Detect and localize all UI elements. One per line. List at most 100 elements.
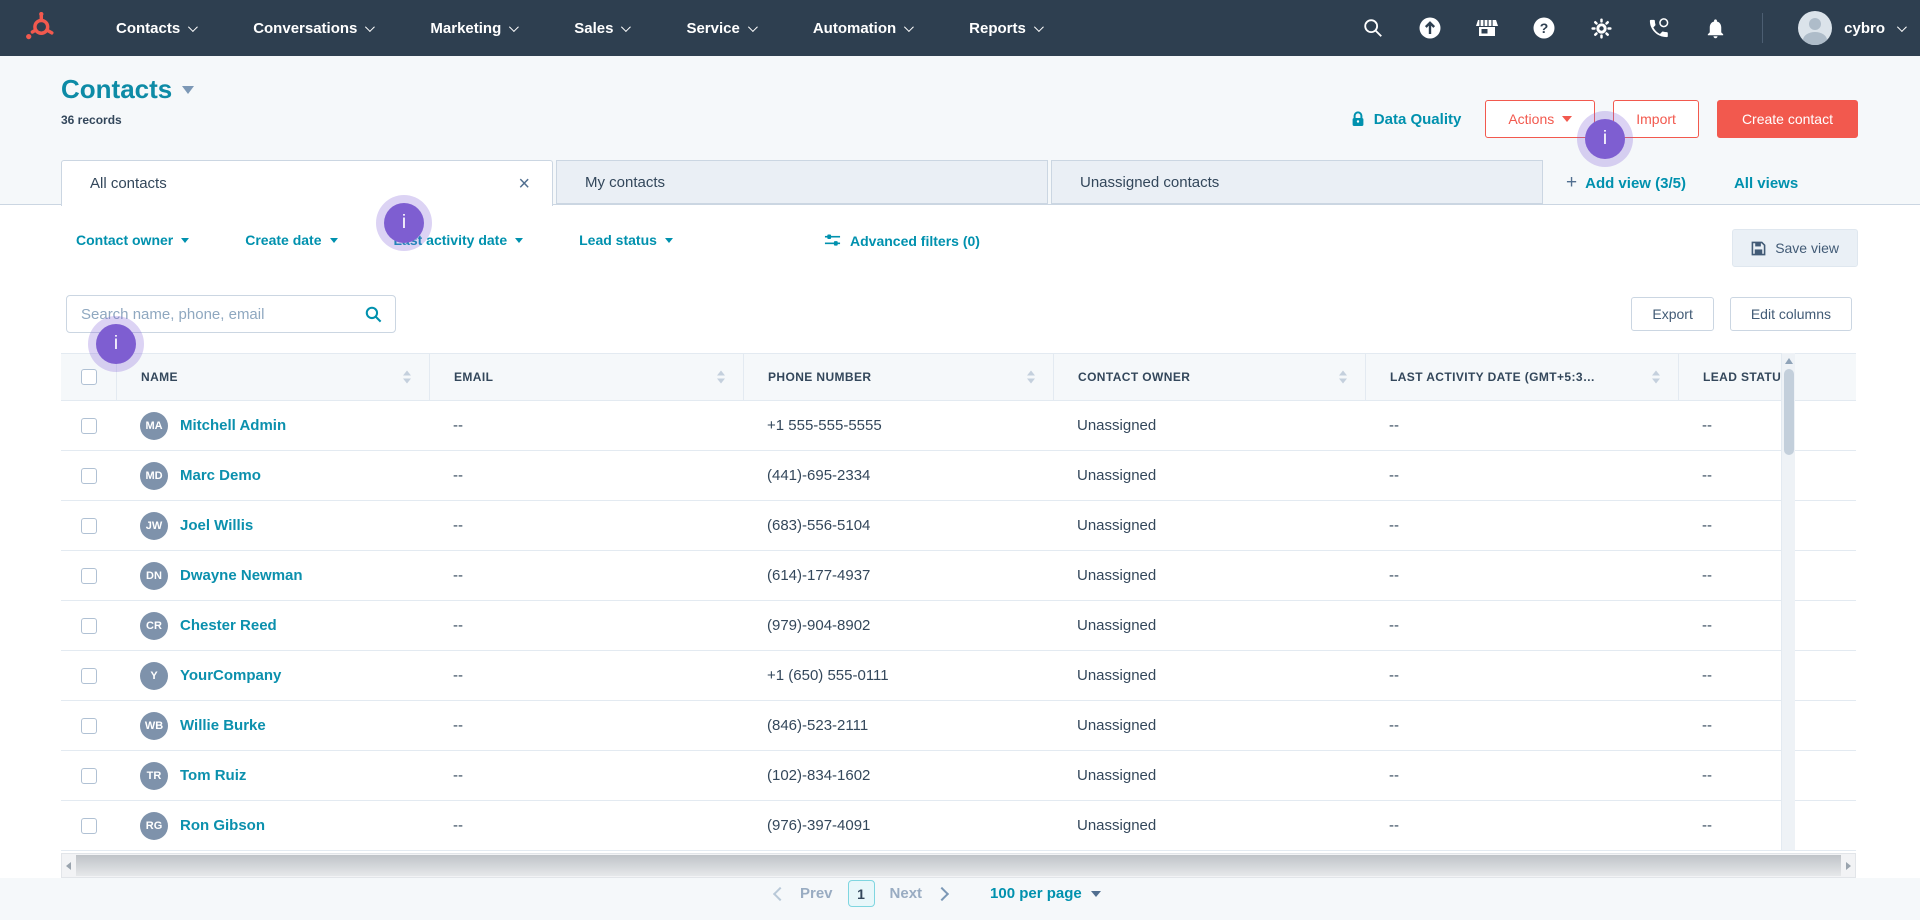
view-tab[interactable]: Unassigned contacts (1051, 160, 1543, 204)
contact-name-link[interactable]: Dwayne Newman (180, 567, 303, 584)
select-all-checkbox[interactable] (80, 369, 97, 385)
vertical-scroll-thumb[interactable] (1784, 369, 1794, 455)
contact-name-link[interactable]: Marc Demo (180, 467, 261, 484)
view-tab[interactable]: All contacts × (61, 160, 553, 206)
import-button[interactable]: Import (1613, 100, 1699, 138)
page-title: Contacts (61, 74, 173, 104)
row-checkbox[interactable] (80, 517, 97, 534)
column-header[interactable]: LEAD STATUS (1678, 354, 1856, 400)
svg-text:?: ? (1540, 20, 1549, 36)
contact-avatar: CR (140, 611, 168, 640)
scroll-right-icon[interactable] (1846, 862, 1851, 870)
calls-icon[interactable] (1646, 16, 1670, 40)
contact-name-link[interactable]: Willie Burke (180, 717, 266, 734)
sort-arrows-icon[interactable] (1339, 370, 1347, 384)
create-contact-button[interactable]: Create contact (1716, 100, 1858, 138)
sort-arrows-icon[interactable] (717, 370, 725, 384)
vertical-scrollbar[interactable] (1781, 353, 1795, 850)
lead-status-cell: -- (1702, 567, 1712, 584)
table-row: MA Mitchell Admin -- +1 555-555-5555 Una… (61, 401, 1856, 451)
row-checkbox[interactable] (80, 417, 97, 434)
search-input[interactable] (81, 305, 364, 323)
table-row: RG Ron Gibson -- (976)-397-4091 Unassign… (61, 801, 1856, 851)
contact-avatar: DN (140, 561, 168, 590)
close-icon[interactable]: × (518, 172, 530, 195)
help-icon[interactable]: ? (1532, 16, 1556, 40)
email-cell: -- (453, 517, 463, 534)
account-menu[interactable]: cybro (1798, 11, 1907, 45)
table-row: WB Willie Burke -- (846)-523-2111 Unassi… (61, 701, 1856, 751)
column-header[interactable]: EMAIL (429, 354, 743, 400)
advanced-filters-button[interactable]: Advanced filters (0) (824, 232, 980, 249)
scroll-left-icon[interactable] (66, 862, 71, 870)
notifications-icon[interactable] (1703, 16, 1727, 40)
row-checkbox[interactable] (80, 767, 97, 784)
contact-name-link[interactable]: YourCompany (180, 667, 282, 684)
save-icon (1751, 241, 1766, 255)
view-tab[interactable]: My contacts (556, 160, 1048, 204)
search-icon[interactable] (1361, 16, 1385, 40)
edit-columns-button[interactable]: Edit columns (1729, 297, 1852, 331)
chevron-down-icon (181, 237, 190, 243)
hubspot-logo-icon[interactable] (22, 11, 56, 45)
column-header[interactable]: CONTACT OWNER (1053, 354, 1365, 400)
row-checkbox[interactable] (80, 567, 97, 584)
nav-menu-item[interactable]: Conversations (253, 20, 376, 37)
data-quality-link[interactable]: Data Quality (1350, 111, 1461, 128)
row-checkbox[interactable] (80, 717, 97, 734)
per-page-selector[interactable]: 100 per page (990, 885, 1101, 902)
page-number[interactable]: 1 (847, 880, 875, 907)
prev-page-icon[interactable] (772, 886, 788, 901)
nav-menu-item[interactable]: Marketing (430, 20, 520, 37)
row-select-cell (61, 617, 116, 634)
contact-name-link[interactable]: Ron Gibson (180, 817, 265, 834)
nav-menu-item[interactable]: Service (686, 20, 758, 37)
upgrade-icon[interactable] (1418, 16, 1442, 40)
nav-menu-item[interactable]: Automation (813, 20, 915, 37)
chevron-down-icon (621, 21, 632, 32)
name-cell: MA Mitchell Admin (116, 411, 429, 440)
all-views-link[interactable]: All views (1733, 174, 1799, 192)
table-header-row: NAME EMAIL PHONE NUMBER CONTACT OWNER LA… (61, 353, 1856, 401)
next-page-icon[interactable] (934, 886, 950, 901)
row-checkbox[interactable] (80, 667, 97, 684)
object-type-selector[interactable]: Contacts (61, 74, 195, 105)
save-view-button[interactable]: Save view (1732, 229, 1858, 267)
nav-menu-item[interactable]: Reports (969, 20, 1044, 37)
column-header[interactable]: LAST ACTIVITY DATE (GMT+5:3… (1365, 354, 1678, 400)
nav-menu-item[interactable]: Contacts (116, 20, 199, 37)
prev-page-button[interactable]: Prev (800, 885, 833, 902)
horizontal-scroll-thumb[interactable] (76, 855, 1841, 876)
export-button[interactable]: Export (1631, 297, 1714, 331)
owner-cell: Unassigned (1077, 417, 1157, 434)
nav-menu-item[interactable]: Sales (574, 20, 632, 37)
add-view-link[interactable]: + Add view (3/5) (1566, 172, 1686, 193)
chevron-down-icon (365, 21, 376, 32)
contact-avatar: RG (140, 811, 168, 840)
settings-icon[interactable] (1589, 16, 1613, 40)
sort-arrows-icon[interactable] (403, 370, 411, 384)
contact-name-link[interactable]: Mitchell Admin (180, 417, 287, 434)
column-header[interactable]: PHONE NUMBER (743, 354, 1053, 400)
column-header[interactable]: NAME (116, 354, 429, 400)
table-row: TR Tom Ruiz -- (102)-834-1602 Unassigned… (61, 751, 1856, 801)
marketplace-icon[interactable] (1475, 16, 1499, 40)
contact-name-link[interactable]: Tom Ruiz (180, 767, 247, 784)
filter-dropdown[interactable]: Lead status (579, 232, 673, 248)
contact-name-link[interactable]: Joel Willis (180, 517, 254, 534)
sort-arrows-icon[interactable] (1027, 370, 1035, 384)
row-checkbox[interactable] (80, 817, 97, 834)
next-page-button[interactable]: Next (889, 885, 923, 902)
search-icon[interactable] (364, 305, 383, 324)
row-checkbox[interactable] (80, 467, 97, 484)
horizontal-scrollbar[interactable] (61, 853, 1856, 878)
filter-dropdown[interactable]: Last activity date (394, 232, 524, 248)
annotation-marker: i (96, 324, 136, 364)
contact-name-link[interactable]: Chester Reed (180, 617, 277, 634)
filter-dropdown[interactable]: Contact owner (76, 232, 190, 248)
sort-arrows-icon[interactable] (1652, 370, 1660, 384)
scroll-up-icon[interactable] (1785, 358, 1793, 364)
actions-button[interactable]: Actions (1485, 100, 1596, 138)
filter-dropdown[interactable]: Create date (245, 232, 338, 248)
row-checkbox[interactable] (80, 617, 97, 634)
